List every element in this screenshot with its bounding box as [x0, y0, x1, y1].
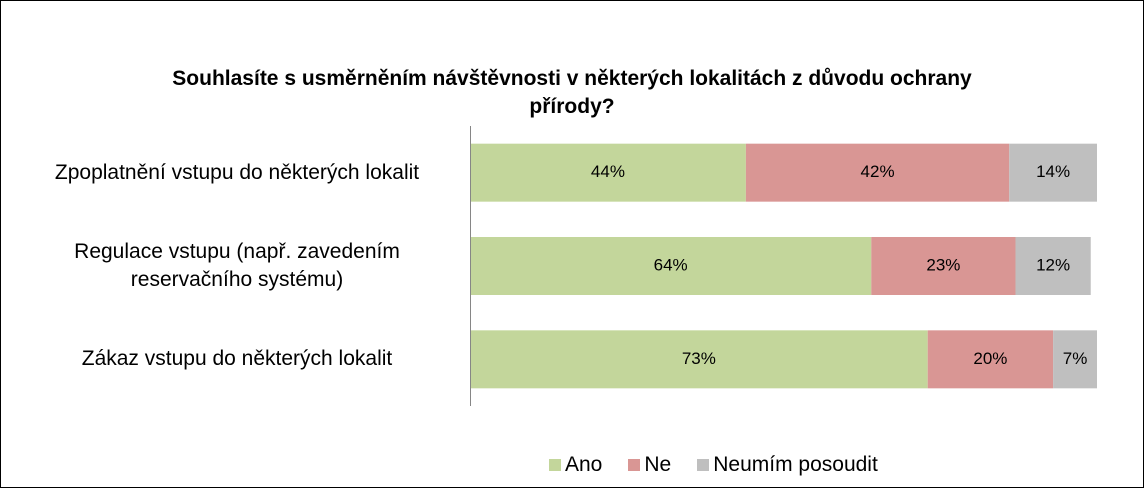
- bar-segment: [1009, 143, 1097, 202]
- legend-swatch: [628, 459, 641, 471]
- legend: Ano Ne Neumím posoudit: [549, 453, 878, 477]
- bar-segment: [470, 237, 872, 295]
- bar-segment: [470, 330, 928, 389]
- legend-label: Ne: [644, 453, 672, 476]
- title-box: Souhlasíte s usměrněním návštěvnosti v n…: [1, 65, 1143, 121]
- category-label: Zákaz vstupu do některých lokalit: [81, 347, 393, 371]
- value-label: 73%: [682, 349, 716, 368]
- legend-item: Ne: [628, 453, 671, 477]
- value-label: 64%: [654, 255, 688, 274]
- legend-label: Ano: [565, 453, 603, 476]
- bar-segment: [470, 143, 746, 202]
- value-label: 42%: [861, 162, 895, 181]
- bar-segment: [745, 143, 1010, 202]
- value-label: 12%: [1036, 255, 1070, 274]
- value-label: 20%: [973, 349, 1007, 368]
- legend-swatch: [697, 459, 710, 471]
- value-label: 14%: [1036, 162, 1070, 181]
- category-label: Regulace vstupu (např. zavedením reserva…: [74, 240, 400, 291]
- value-label: 23%: [926, 255, 960, 274]
- legend-item: Neumím posoudit: [697, 453, 878, 477]
- legend-label: Neumím posoudit: [713, 453, 878, 476]
- chart-title: Souhlasíte s usměrněním návštěvnosti v n…: [172, 67, 972, 118]
- value-label: 44%: [591, 162, 625, 181]
- category-label: Zpoplatnění vstupu do některých lokalit: [54, 160, 420, 184]
- bar-segment: [1053, 330, 1097, 389]
- legend-item: Ano: [549, 453, 602, 477]
- bar-segment: [927, 330, 1054, 389]
- value-label: 7%: [1063, 349, 1088, 368]
- legend-swatch: [549, 459, 561, 471]
- bar-segment: [871, 237, 1016, 295]
- bar-segment: [1015, 237, 1091, 295]
